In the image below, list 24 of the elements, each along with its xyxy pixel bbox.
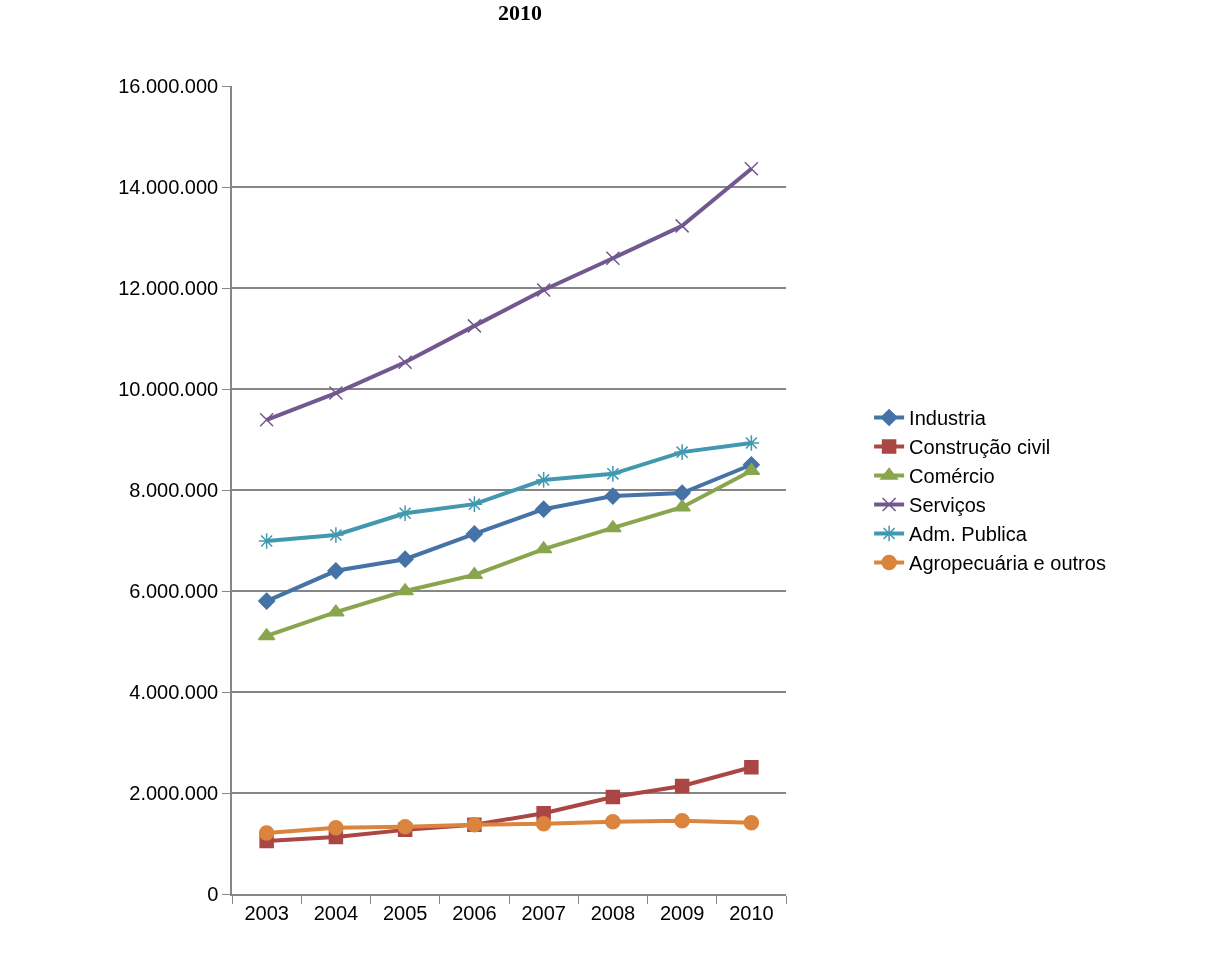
- y-tick-label: 16.000.000: [118, 75, 219, 97]
- y-tick-label: 6.000.000: [129, 580, 219, 602]
- chart-title: 2010: [498, 0, 543, 26]
- y-tick-label: 12.000.000: [118, 277, 219, 299]
- x-tick-label: 2008: [590, 901, 636, 924]
- legend-label: Industria: [909, 407, 987, 430]
- y-tick-label: 2.000.000: [129, 782, 219, 804]
- y-tick-label: 10.000.000: [118, 378, 219, 400]
- y-tick-label: 14.000.000: [118, 176, 219, 198]
- x-tick-label: 2009: [659, 901, 705, 924]
- legend-label: Adm. Publica: [909, 523, 1028, 546]
- legend-label: Agropecuária e outros: [909, 552, 1106, 575]
- x-tick-label: 2005: [382, 901, 428, 924]
- y-tick-label: 8.000.000: [129, 479, 219, 501]
- legend-label: Comércio: [909, 465, 995, 488]
- x-tick-label: 2006: [452, 901, 497, 924]
- legend-label: Serviços: [909, 494, 986, 517]
- y-tick-label: 0: [207, 883, 219, 905]
- x-tick-label: 2010: [729, 901, 774, 924]
- x-tick-label: 2004: [313, 901, 359, 924]
- y-tick-label: 4.000.000: [129, 681, 219, 703]
- legend-label: Construção civil: [909, 436, 1051, 459]
- x-tick-label: 2003: [244, 901, 289, 924]
- x-tick-label: 2007: [521, 901, 566, 924]
